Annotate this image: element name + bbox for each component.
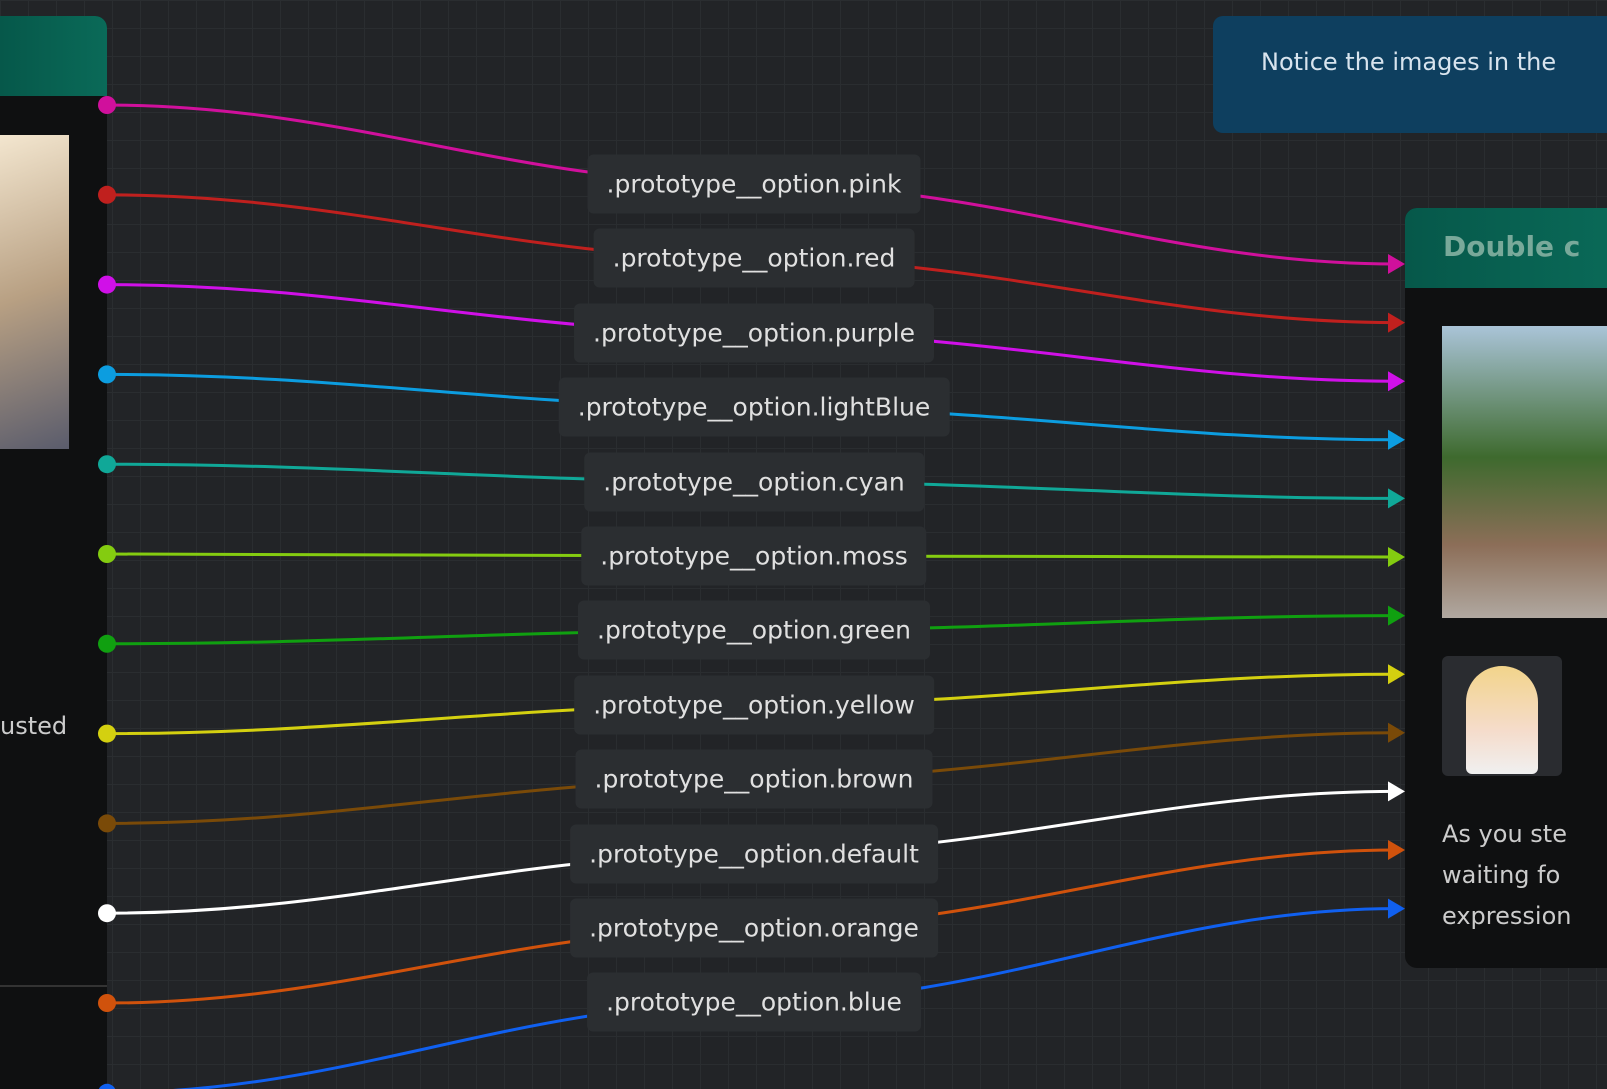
edge-label[interactable]: .prototype__option.green (578, 600, 930, 660)
output-slot (98, 96, 116, 114)
input-arrow (1388, 898, 1405, 919)
edge-label[interactable]: .prototype__option.red (593, 228, 915, 288)
output-slot (98, 275, 116, 294)
node-header (0, 16, 107, 96)
output-slot (98, 545, 116, 563)
portrait-figure (1466, 666, 1538, 774)
text-line: waiting fo (1442, 861, 1561, 889)
note[interactable]: Notice the images in the (1213, 16, 1607, 133)
input-arrow (1388, 547, 1405, 567)
divider (0, 985, 107, 987)
input-arrow (1388, 840, 1405, 860)
node-text: usted (0, 712, 68, 740)
edge-label[interactable]: .prototype__option.purple (574, 303, 934, 363)
input-arrow (1388, 781, 1405, 802)
input-arrow (1388, 488, 1405, 509)
input-arrow (1388, 371, 1405, 392)
edge-label[interactable]: .prototype__option.brown (575, 749, 933, 809)
edge-label[interactable]: .prototype__option.yellow (574, 675, 934, 735)
output-slot (98, 904, 116, 923)
edge-label[interactable]: .prototype__option.blue (587, 972, 921, 1032)
text-line: expression (1442, 902, 1572, 930)
node-image (0, 135, 69, 449)
edge-label[interactable]: .prototype__option.default (570, 824, 938, 884)
input-arrow (1388, 722, 1405, 743)
output-slot (98, 455, 116, 474)
text-line: As you ste (1442, 820, 1567, 848)
output-slot (98, 994, 116, 1012)
node-image (1442, 326, 1607, 618)
edge-label[interactable]: .prototype__option.orange (570, 898, 938, 958)
output-slot (98, 634, 116, 653)
output-slot (98, 1083, 116, 1089)
input-arrow (1388, 429, 1405, 450)
input-arrow (1388, 605, 1405, 626)
output-slot (98, 724, 116, 743)
edge-label[interactable]: .prototype__option.cyan (584, 452, 924, 512)
output-slot (98, 365, 116, 384)
node-portrait (1442, 656, 1562, 776)
input-arrow (1388, 254, 1405, 274)
node-title: Double c (1405, 208, 1607, 288)
input-arrow (1388, 312, 1405, 333)
node-text: As you ste waiting fo expression (1442, 814, 1571, 937)
input-arrow (1388, 664, 1405, 685)
edge-label[interactable]: .prototype__option.pink (587, 154, 921, 214)
output-slot (98, 185, 116, 204)
edge-label[interactable]: .prototype__option.lightBlue (558, 377, 950, 437)
left-node[interactable]: usted (0, 16, 107, 1089)
right-node[interactable]: Double c As you ste waiting fo expression (1405, 208, 1607, 968)
edge-label[interactable]: .prototype__option.moss (581, 526, 927, 586)
output-slot (98, 814, 116, 833)
